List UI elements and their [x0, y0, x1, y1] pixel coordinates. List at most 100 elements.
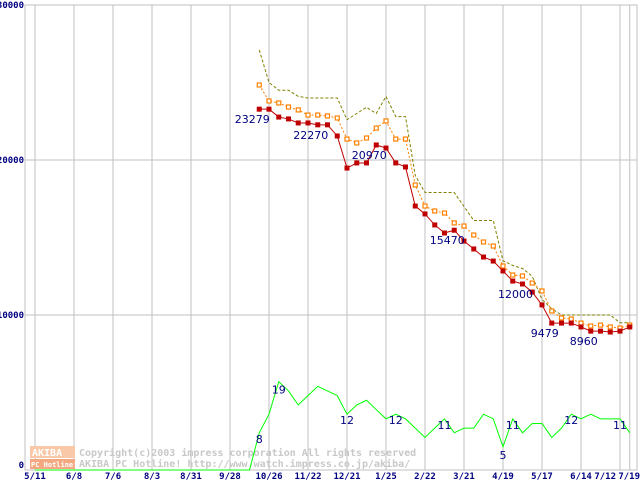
point-average-price: [451, 220, 457, 226]
series-line-max-price: [258, 49, 630, 324]
data-label: 11: [506, 419, 520, 432]
data-label: 12: [564, 414, 578, 427]
data-label: 22270: [293, 129, 328, 142]
point-average-price: [607, 324, 613, 330]
data-label: 12000: [498, 288, 533, 301]
data-label: 11: [613, 419, 627, 432]
point-average-price: [305, 112, 311, 118]
watermark: AKIBA PC Hotline! Copyright(c)2003 impre…: [30, 446, 416, 470]
x-tick-label: 4/19: [492, 472, 514, 480]
point-average-price: [295, 107, 301, 113]
point-average-price: [363, 135, 370, 141]
x-tick-label: 5/11: [24, 472, 46, 480]
plot-frame: [24, 4, 638, 471]
point-min-price: [276, 114, 282, 120]
series-line-average-price: [258, 84, 630, 329]
point-average-price: [354, 140, 360, 146]
point-average-price: [597, 322, 604, 328]
copyright-line: Copyright(c)2003 impress corporation All…: [79, 447, 416, 459]
x-tick-label: 5/17: [531, 472, 553, 480]
point-average-price: [558, 315, 565, 321]
series-line-shop-count: [35, 380, 631, 471]
point-min-price: [490, 258, 496, 264]
point-average-price: [471, 232, 477, 238]
point-average-price: [461, 223, 467, 229]
point-min-price: [305, 120, 311, 126]
point-min-price: [286, 116, 291, 122]
point-min-price: [627, 324, 633, 330]
point-average-price: [344, 136, 350, 142]
point-min-price: [373, 142, 379, 148]
data-label: 11: [438, 419, 452, 432]
point-min-price: [344, 165, 350, 171]
data-label: 20970: [352, 149, 387, 162]
akiba-logo-top: [30, 446, 75, 458]
point-average-price: [519, 273, 526, 279]
point-min-price: [471, 246, 477, 252]
point-min-price: [559, 320, 564, 326]
x-tick-label: 1/25: [375, 472, 397, 480]
point-min-price: [500, 268, 506, 274]
data-label: 23279: [235, 113, 270, 126]
point-min-price: [354, 160, 360, 166]
y-tick-label: 20000: [0, 156, 24, 166]
point-min-price: [520, 281, 525, 287]
point-min-price: [403, 164, 408, 170]
point-average-price: [285, 104, 292, 110]
point-average-price: [412, 182, 418, 188]
point-min-price: [451, 227, 457, 233]
data-label: 19: [272, 384, 286, 397]
point-average-price: [529, 280, 535, 286]
point-min-price: [578, 324, 584, 330]
x-tick-label: 8/3: [144, 472, 160, 480]
point-average-price: [324, 113, 331, 119]
point-average-price: [490, 243, 496, 249]
point-min-price: [393, 160, 399, 166]
x-tick-label: 7/12: [594, 472, 616, 480]
point-average-price: [549, 308, 555, 314]
point-min-price: [568, 320, 574, 326]
point-average-price: [393, 136, 399, 142]
point-average-price: [588, 323, 594, 329]
x-tick-label: 2/22: [414, 472, 436, 480]
data-label: 8960: [570, 335, 598, 348]
data-label: 12: [340, 414, 354, 427]
y-tick-label: 30000: [0, 1, 24, 11]
point-average-price: [315, 112, 321, 118]
point-average-price: [383, 118, 389, 124]
point-average-price: [334, 115, 340, 121]
data-labels: 23279 22270 20970 15470 12000 9479 8960 8 19 12 12…: [235, 113, 627, 462]
data-label: 9479: [531, 327, 559, 340]
point-min-price: [539, 302, 545, 308]
point-min-price: [588, 328, 594, 334]
x-tick-label: 11/22: [294, 472, 321, 480]
point-min-price: [598, 328, 603, 334]
x-tick-label: 7/19: [618, 472, 640, 480]
point-average-price: [402, 136, 409, 142]
point-average-price: [500, 263, 506, 269]
point-average-price: [432, 208, 438, 214]
point-min-price: [442, 230, 447, 236]
point-min-price: [481, 254, 486, 260]
point-min-price: [607, 329, 613, 335]
logo-text-bottom: PC Hotline!: [31, 461, 77, 469]
point-min-price: [510, 278, 516, 284]
point-min-price: [412, 203, 418, 209]
data-label: 12: [389, 414, 403, 427]
point-min-price: [295, 120, 301, 126]
point-average-price: [568, 316, 574, 322]
logo-text-top: AKIBA: [32, 448, 62, 459]
x-tick-label: 10/26: [255, 472, 282, 480]
data-label: 15470: [430, 234, 465, 247]
point-average-price: [480, 239, 487, 245]
point-average-price: [539, 288, 545, 294]
point-min-price: [422, 211, 428, 217]
point-average-price: [266, 98, 272, 104]
akiba-logo-bottom: [30, 459, 75, 469]
y-tick-label: 10000: [0, 311, 24, 321]
series-line-min-price: [259, 108, 630, 333]
point-average-price: [373, 125, 379, 131]
point-min-price: [315, 122, 321, 128]
x-tick-label: 8/31: [180, 472, 202, 480]
